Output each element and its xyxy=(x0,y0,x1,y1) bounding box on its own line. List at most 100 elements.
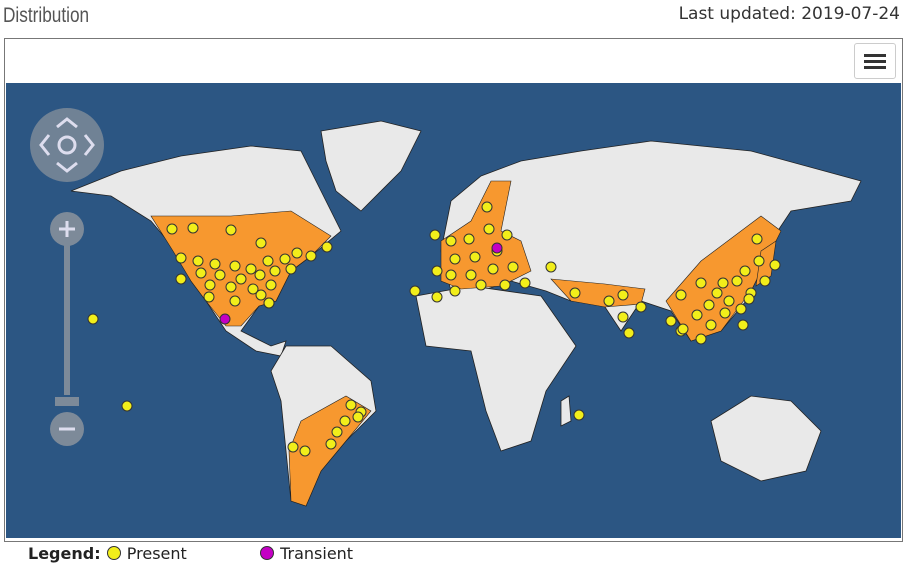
present-marker[interactable] xyxy=(603,295,615,307)
present-marker[interactable] xyxy=(449,285,461,297)
present-marker[interactable] xyxy=(203,291,215,303)
legend-label: Legend: xyxy=(28,544,101,563)
present-marker[interactable] xyxy=(192,255,204,267)
present-marker[interactable] xyxy=(247,283,259,295)
present-marker[interactable] xyxy=(279,253,291,265)
present-marker[interactable] xyxy=(269,265,281,277)
legend-swatch xyxy=(106,546,121,560)
present-marker[interactable] xyxy=(769,259,781,271)
present-marker[interactable] xyxy=(735,303,747,315)
present-marker[interactable] xyxy=(225,224,237,236)
present-marker[interactable] xyxy=(573,409,585,421)
present-marker[interactable] xyxy=(623,327,635,339)
present-marker[interactable] xyxy=(431,291,443,303)
present-marker[interactable] xyxy=(229,295,241,307)
present-marker[interactable] xyxy=(285,263,297,275)
present-marker[interactable] xyxy=(737,319,749,331)
present-marker[interactable] xyxy=(352,411,364,423)
present-marker[interactable] xyxy=(675,289,687,301)
present-marker[interactable] xyxy=(291,247,303,259)
present-marker[interactable] xyxy=(739,265,751,277)
present-marker[interactable] xyxy=(209,258,221,270)
markers xyxy=(87,201,781,457)
present-marker[interactable] xyxy=(345,399,357,411)
present-marker[interactable] xyxy=(229,260,241,272)
present-marker[interactable] xyxy=(265,279,277,291)
present-marker[interactable] xyxy=(483,223,495,235)
present-marker[interactable] xyxy=(445,269,457,281)
present-marker[interactable] xyxy=(487,263,499,275)
present-marker[interactable] xyxy=(429,229,441,241)
present-marker[interactable] xyxy=(321,241,333,253)
present-marker[interactable] xyxy=(299,445,311,457)
present-marker[interactable] xyxy=(617,289,629,301)
present-marker[interactable] xyxy=(175,273,187,285)
present-marker[interactable] xyxy=(254,269,266,281)
present-marker[interactable] xyxy=(617,311,629,323)
present-marker[interactable] xyxy=(287,441,299,453)
present-marker[interactable] xyxy=(166,223,178,235)
present-marker[interactable] xyxy=(255,289,267,301)
legend: Legend: Present Transient xyxy=(28,543,353,563)
present-marker[interactable] xyxy=(445,235,457,247)
zoom-controls[interactable] xyxy=(30,108,104,446)
present-marker[interactable] xyxy=(677,323,689,335)
present-marker[interactable] xyxy=(695,333,707,345)
present-marker[interactable] xyxy=(719,307,731,319)
present-marker[interactable] xyxy=(691,309,703,321)
present-marker[interactable] xyxy=(195,267,207,279)
map xyxy=(6,83,901,538)
present-marker[interactable] xyxy=(759,275,771,287)
present-marker[interactable] xyxy=(717,277,729,289)
present-marker[interactable] xyxy=(507,261,519,273)
present-marker[interactable] xyxy=(751,233,763,245)
present-marker[interactable] xyxy=(409,285,421,297)
transient-marker[interactable] xyxy=(491,242,503,254)
present-marker[interactable] xyxy=(325,438,337,450)
legend-swatch xyxy=(260,546,274,560)
present-marker[interactable] xyxy=(499,279,511,291)
present-marker[interactable] xyxy=(545,261,557,273)
present-marker[interactable] xyxy=(431,265,443,277)
present-marker[interactable] xyxy=(204,279,216,291)
present-marker[interactable] xyxy=(723,295,735,307)
present-marker[interactable] xyxy=(469,251,481,263)
present-marker[interactable] xyxy=(665,315,677,327)
present-marker[interactable] xyxy=(187,222,199,234)
present-marker[interactable] xyxy=(519,277,531,289)
present-marker[interactable] xyxy=(255,237,267,249)
present-marker[interactable] xyxy=(463,233,475,245)
transient-marker[interactable] xyxy=(219,313,231,325)
present-marker[interactable] xyxy=(175,252,187,264)
present-marker[interactable] xyxy=(731,275,743,287)
present-marker[interactable] xyxy=(481,201,493,213)
present-marker[interactable] xyxy=(449,253,461,265)
present-marker[interactable] xyxy=(501,229,513,241)
menu-button[interactable] xyxy=(854,43,896,79)
present-marker[interactable] xyxy=(753,255,765,267)
present-marker[interactable] xyxy=(743,293,755,305)
present-marker[interactable] xyxy=(465,269,477,281)
present-marker[interactable] xyxy=(569,287,581,299)
present-marker[interactable] xyxy=(214,269,226,281)
present-marker[interactable] xyxy=(331,426,343,438)
title: Distribution xyxy=(3,4,90,27)
present-marker[interactable] xyxy=(475,279,487,291)
present-marker[interactable] xyxy=(703,299,715,311)
present-marker[interactable] xyxy=(121,400,133,412)
map-frame xyxy=(4,38,903,542)
present-marker[interactable] xyxy=(711,287,723,299)
present-marker[interactable] xyxy=(635,301,647,313)
present-marker[interactable] xyxy=(705,319,717,331)
present-marker[interactable] xyxy=(235,273,247,285)
present-marker[interactable] xyxy=(263,297,275,309)
present-marker[interactable] xyxy=(225,281,237,293)
present-marker[interactable] xyxy=(695,277,707,289)
present-marker[interactable] xyxy=(305,250,317,262)
present-marker[interactable] xyxy=(339,415,351,427)
legend-item: Present xyxy=(126,544,187,563)
present-marker[interactable] xyxy=(262,255,274,267)
present-marker[interactable] xyxy=(245,263,257,275)
present-marker[interactable] xyxy=(87,313,99,325)
